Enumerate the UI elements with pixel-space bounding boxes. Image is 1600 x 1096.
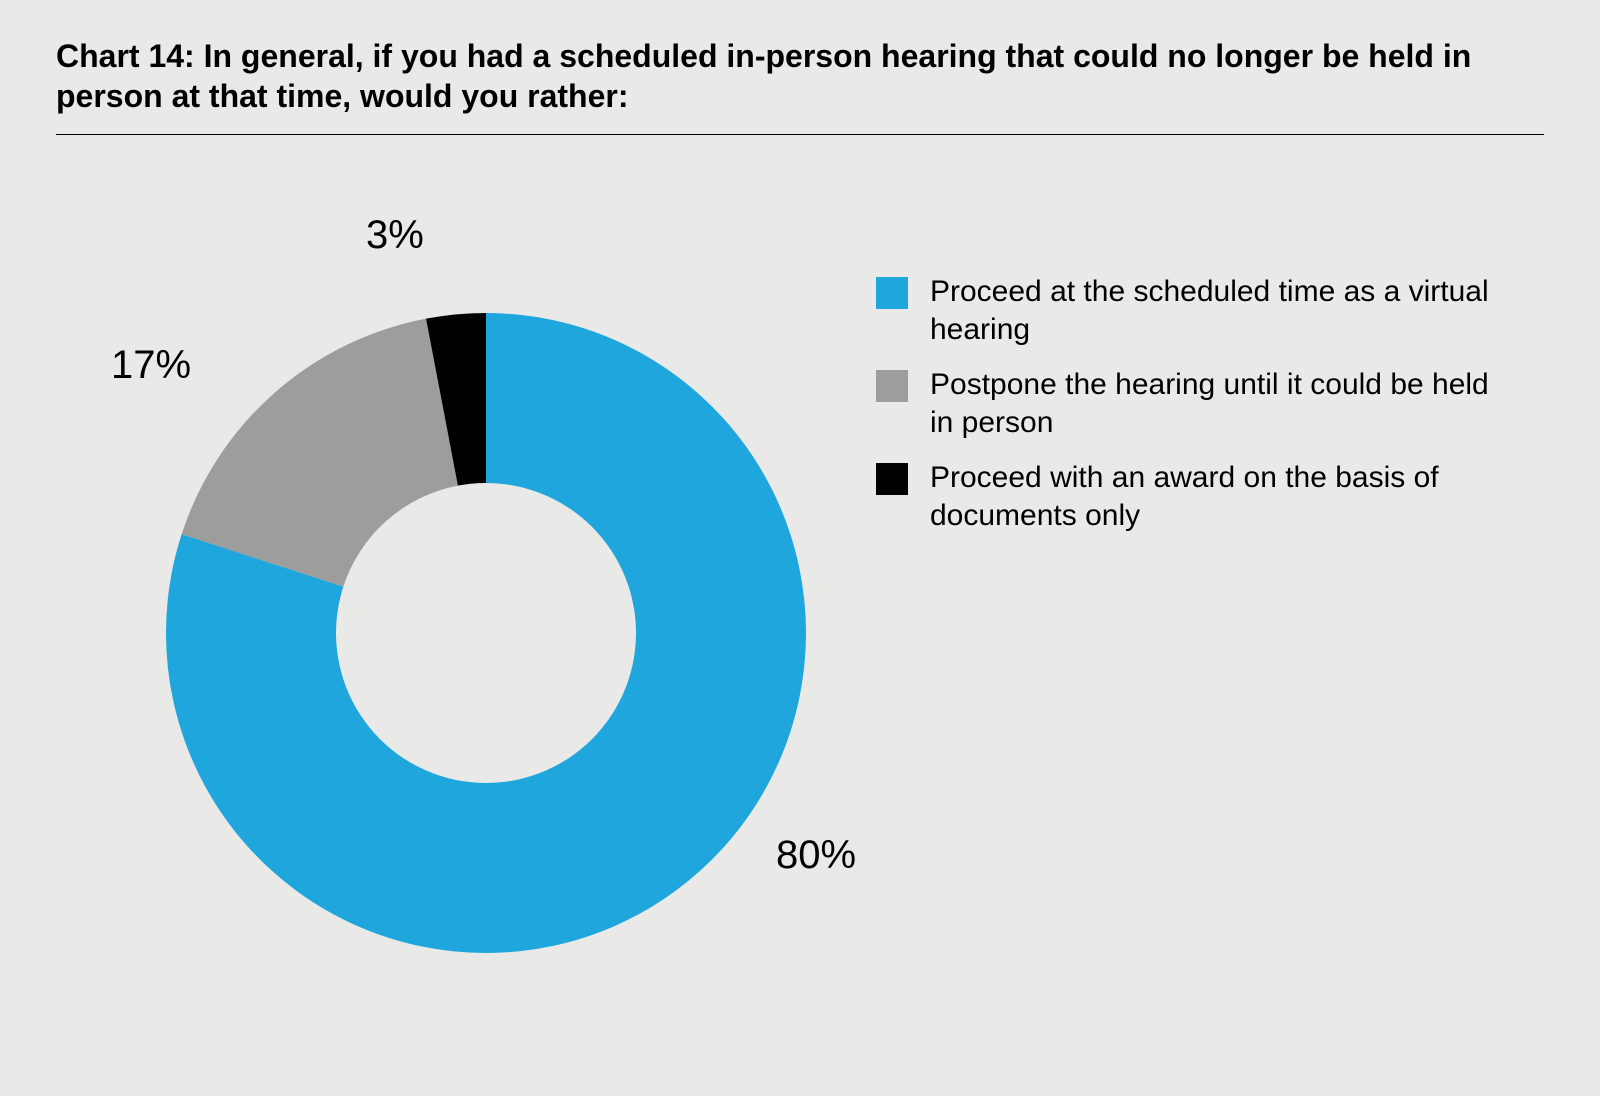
legend-swatch-documents <box>876 463 908 495</box>
legend-swatch-virtual <box>876 277 908 309</box>
pct-label-documents: 3% <box>366 213 424 258</box>
legend-item-virtual: Proceed at the scheduled time as a virtu… <box>876 273 1496 348</box>
pct-label-postpone: 17% <box>111 343 191 388</box>
donut-slice-postpone <box>182 319 458 587</box>
pct-label-virtual: 80% <box>776 833 856 878</box>
chart-area: Proceed at the scheduled time as a virtu… <box>56 153 1544 1073</box>
legend-swatch-postpone <box>876 370 908 402</box>
title-rule <box>56 134 1544 135</box>
legend-label-postpone: Postpone the hearing until it could be h… <box>930 366 1496 441</box>
page: Chart 14: In general, if you had a sched… <box>0 0 1600 1096</box>
legend: Proceed at the scheduled time as a virtu… <box>876 273 1496 552</box>
legend-label-documents: Proceed with an award on the basis of do… <box>930 459 1496 534</box>
legend-item-documents: Proceed with an award on the basis of do… <box>876 459 1496 534</box>
donut-chart <box>166 313 806 953</box>
legend-item-postpone: Postpone the hearing until it could be h… <box>876 366 1496 441</box>
chart-title: Chart 14: In general, if you had a sched… <box>56 36 1536 116</box>
legend-label-virtual: Proceed at the scheduled time as a virtu… <box>930 273 1496 348</box>
